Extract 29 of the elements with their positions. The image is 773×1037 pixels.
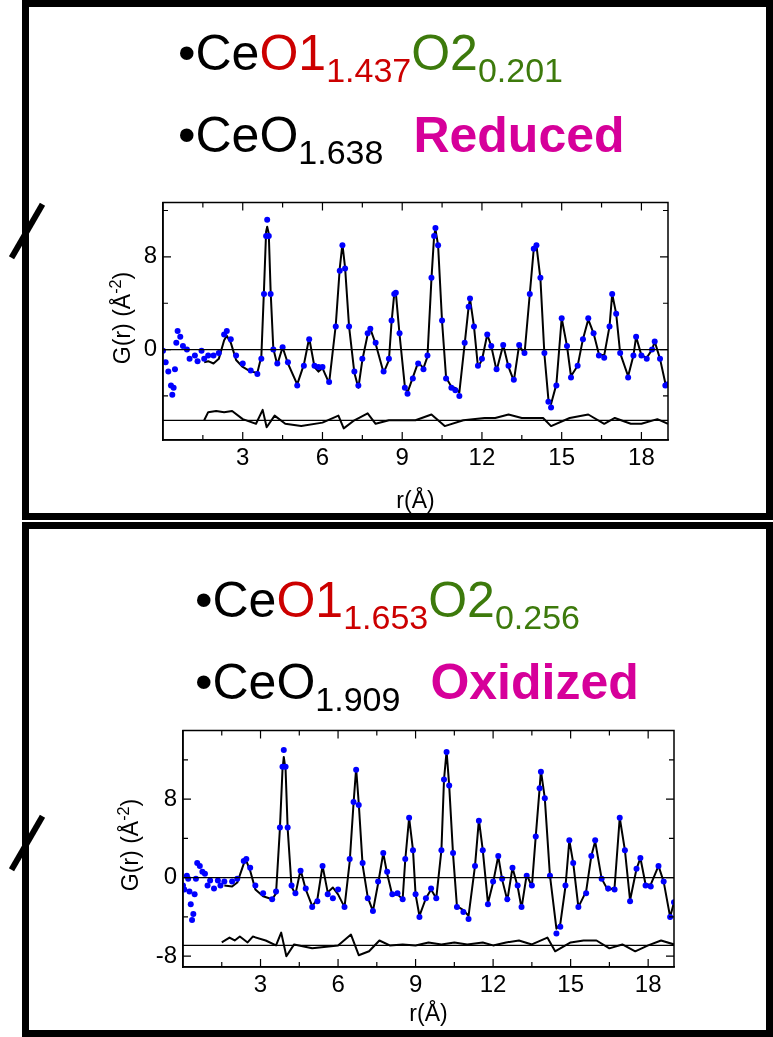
x-tick-label: 6 <box>315 443 330 471</box>
x-tick-label: 12 <box>479 970 507 998</box>
text: Reduced <box>413 107 625 163</box>
text: •CeO$_{1.638}$ <box>178 107 384 171</box>
text: •Ce <box>195 572 277 628</box>
x-tick-label: 15 <box>557 970 584 998</box>
y-tick-label: 8 <box>163 783 177 811</box>
y-tick-label: -8 <box>155 940 177 968</box>
text: •CeO$_{1.909}$ <box>195 654 401 718</box>
y-tick-label: 0 <box>163 862 177 890</box>
x-tick-label: 12 <box>468 443 496 471</box>
text: O1$_{1.437}$ <box>259 25 412 89</box>
x-tick-label: 15 <box>548 443 576 471</box>
text: O2$_{0.256}$ <box>428 572 581 636</box>
x-tick-label: 3 <box>253 970 268 998</box>
x-tick-label: 18 <box>634 970 662 998</box>
x-axis-title: r(Å) <box>409 998 448 1026</box>
x-axis-title: r(Å) <box>396 485 435 513</box>
text: Oxidized <box>430 654 639 710</box>
x-tick-label: 6 <box>331 970 345 998</box>
y-tick-label: 0 <box>143 334 157 362</box>
text: O2$_{0.201}$ <box>411 25 564 89</box>
text: O1$_{1.653}$ <box>276 572 429 636</box>
x-tick-label: 3 <box>236 443 250 471</box>
x-tick-label: 9 <box>408 970 423 998</box>
x-tick-label: 9 <box>395 443 409 471</box>
x-tick-label: 18 <box>628 443 655 471</box>
text: •Ce <box>178 25 260 81</box>
y-tick-label: 8 <box>143 241 157 269</box>
